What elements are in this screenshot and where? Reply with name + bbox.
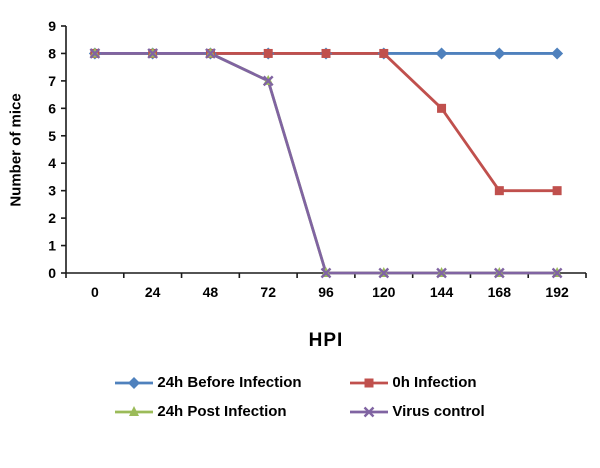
svg-text:5: 5 xyxy=(48,128,56,144)
x-axis-title: HPI xyxy=(308,330,344,351)
legend-label: 0h Infection xyxy=(392,374,477,391)
diamond-marker-icon xyxy=(115,375,154,391)
svg-text:4: 4 xyxy=(48,155,56,171)
line-chart-plot: 0 1 2 3 4 5 6 7 8 9 0 24 48 72 96 120 144 168 192 xyxy=(48,18,587,300)
svg-text:96: 96 xyxy=(318,284,334,300)
svg-text:7: 7 xyxy=(48,73,56,89)
svg-text:0: 0 xyxy=(91,284,99,300)
y-axis-title: Number of mice xyxy=(7,93,25,207)
legend-item-0h-infection: 0h Infection xyxy=(350,374,484,391)
svg-text:1: 1 xyxy=(48,238,56,254)
legend-item-24h-post-infection: 24h Post Infection xyxy=(115,403,350,420)
svg-text:144: 144 xyxy=(430,284,454,300)
triangle-marker-icon xyxy=(115,404,154,420)
svg-text:3: 3 xyxy=(48,183,56,199)
legend-item-virus-control: Virus control xyxy=(350,403,485,420)
legend-item-24h-before-infection: 24h Before Infection xyxy=(115,374,350,391)
chart-legend: 24h Before Infection 0h Infection 24h Po… xyxy=(0,374,600,420)
svg-text:168: 168 xyxy=(488,284,512,300)
legend-label: 24h Post Infection xyxy=(157,403,287,420)
x-marker-icon xyxy=(350,404,389,420)
svg-text:120: 120 xyxy=(372,284,396,300)
square-marker-icon xyxy=(350,375,389,391)
svg-text:24: 24 xyxy=(145,284,161,300)
legend-label: Virus control xyxy=(392,403,485,420)
svg-text:48: 48 xyxy=(203,284,219,300)
svg-text:192: 192 xyxy=(545,284,569,300)
svg-text:72: 72 xyxy=(260,284,276,300)
svg-text:0: 0 xyxy=(48,265,56,281)
svg-text:9: 9 xyxy=(48,18,56,34)
svg-text:8: 8 xyxy=(48,45,56,61)
svg-text:6: 6 xyxy=(48,100,56,116)
svg-text:2: 2 xyxy=(48,210,56,226)
legend-label: 24h Before Infection xyxy=(157,374,302,391)
